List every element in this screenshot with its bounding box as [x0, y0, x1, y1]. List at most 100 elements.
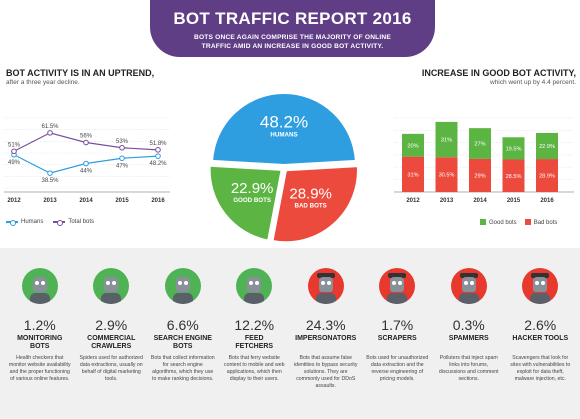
bot-type-description: Bots used for unauthorized data extracti… [366, 355, 429, 382]
pie-slice-good-bots [208, 164, 283, 242]
pie-chart: 48.2%HUMANS 28.9%BAD BOTS 22.9%GOOD BOTS [208, 92, 359, 244]
bar-good-bots [536, 132, 558, 160]
bot-percentage: 24.3% [305, 317, 346, 333]
bot-type-name-line-1: HACKER TOOLS [512, 335, 569, 342]
bar-bad-label: 29% [474, 173, 485, 179]
x-tick-label: 2016 [540, 198, 554, 204]
bot-type-card: 2.6% HACKER TOOLS Scavengers that look for… [505, 268, 577, 390]
x-tick-label: 2012 [406, 198, 420, 204]
search-engine-bot-icon [164, 268, 201, 304]
bot-type-name-line-1: SEARCH ENGINE [153, 335, 212, 342]
pie-value-label: 22.9% [231, 180, 274, 197]
data-label: 61.5% [41, 124, 59, 130]
bot-type-name: COMMERCIAL CRAWLERS [76, 335, 148, 351]
bot-type-card: 24.3% IMPERSONATORS Bots that assume false… [290, 268, 362, 390]
spammer-icon [450, 268, 487, 304]
data-label: 49% [8, 160, 21, 166]
bot-type-name-line-1: SCRAPERS [377, 335, 417, 342]
bar-bad-bots [402, 156, 424, 192]
bot-type-name-line-2: FETCHERS [235, 343, 274, 350]
x-tick-label: 2013 [43, 198, 57, 204]
bar-bad-bots [536, 159, 558, 192]
bot-type-description: Health checkers that monitor website ava… [8, 355, 71, 382]
pie-slice-bad-bots [271, 165, 359, 244]
subtitle-line-1: BOTS ONCE AGAIN COMPRISE THE MAJORITY OF… [194, 34, 391, 41]
bot-type-name: SEARCH ENGINE BOTS [147, 335, 219, 351]
data-label: 51% [8, 142, 21, 148]
commercial-crawler-icon [93, 268, 130, 304]
legend-humans-swatch [6, 220, 18, 226]
data-point [119, 144, 125, 151]
x-tick-label: 2015 [115, 198, 129, 204]
bot-percentage: 2.6% [524, 317, 557, 333]
data-point [11, 148, 17, 155]
bot-type-card: 12.2% FEED FETCHERS Bots that ferry website… [219, 268, 291, 390]
bar-good-label: 20% [407, 143, 418, 149]
bot-type-name: IMPERSONATORS [290, 335, 362, 351]
bot-type-name: MONITORING BOTS [4, 335, 76, 351]
bar-good-bots [469, 128, 491, 159]
bot-percentage: 1.7% [381, 317, 414, 333]
data-label: 38.5% [41, 178, 59, 184]
legend-total-bots-label: Total bots [68, 219, 95, 225]
bot-type-description: Bots that ferry website content to mobil… [223, 355, 285, 382]
bot-type-card: 2.9% COMMERCIAL CRAWLERS Spiders used for a… [76, 268, 148, 390]
bar-chart-title: INCREASE IN GOOD BOT ACTIVITY, [421, 68, 576, 78]
data-label: 56% [80, 134, 93, 140]
bar-bad-label: 30.5% [439, 173, 455, 179]
bot-percentage: 2.9% [95, 317, 128, 333]
data-point [119, 155, 125, 162]
pie-value-label: 28.9% [289, 185, 332, 202]
data-label: 48.2% [149, 161, 167, 167]
legend-humans: Humans [6, 219, 44, 226]
bot-types-row: 1.2% MONITORING BOTS Health checkers that m… [4, 268, 576, 390]
bot-type-name-line-1: COMMERCIAL [87, 335, 136, 342]
subtitle-line-2: TRAFFIC AMID AN INCREASE IN GOOD BOT ACT… [201, 43, 384, 50]
scraper-icon [379, 268, 416, 304]
data-point [155, 153, 161, 159]
page-subtitle: BOTS ONCE AGAIN COMPRISE THE MAJORITY OF… [150, 33, 435, 51]
bot-type-name-line-2: CRAWLERS [91, 343, 132, 350]
bar-chart-legend: Good bots Bad bots [480, 219, 557, 226]
bar-chart-subtitle: which went up by 4.4 percent. [490, 79, 576, 86]
data-label: 53% [116, 139, 129, 145]
data-point [83, 160, 89, 167]
pie-name-label: GOOD BOTS [233, 197, 271, 204]
bar-good-bots [502, 137, 525, 160]
data-point [47, 130, 53, 136]
bot-type-name-line-1: SPAMMERS [448, 335, 489, 342]
bot-type-name-line-1: MONITORING [17, 335, 63, 342]
data-point [83, 139, 89, 146]
pie-value-label: 48.2% [260, 113, 308, 132]
line-chart-legend: Humans Total bots [6, 219, 95, 226]
data-point [155, 147, 161, 153]
data-label: 47% [116, 163, 129, 169]
pie-slice-humans [211, 92, 357, 167]
x-tick-label: 2013 [440, 198, 454, 204]
x-tick-label: 2012 [7, 198, 21, 204]
legend-humans-label: Humans [21, 219, 44, 225]
bar-bad-label: 31% [407, 172, 418, 178]
x-tick-label: 2016 [151, 198, 165, 204]
bot-type-name: SCRAPERS [362, 335, 434, 351]
bot-type-card: 1.7% SCRAPERS Bots used for unauthorized d… [362, 268, 434, 390]
bar-bad-bots [469, 158, 491, 192]
bot-type-card: 0.3% SPAMMERS Polluters that inject spam l… [433, 268, 505, 390]
bar-good-label: 31% [441, 138, 452, 144]
impersonator-icon [307, 268, 344, 304]
bar-good-bots [402, 133, 424, 157]
bar-good-bots [435, 121, 458, 158]
bot-percentage: 6.6% [166, 317, 199, 333]
bot-type-description: Spiders used for authorized data extract… [79, 355, 143, 382]
x-tick-label: 2015 [507, 198, 521, 204]
x-tick-label: 2014 [473, 198, 487, 204]
bar-chart-heading: INCREASE IN GOOD BOT ACTIVITY, which wen… [393, 68, 576, 86]
feed-fetcher-icon [236, 268, 273, 304]
bot-type-description: Scavengers that look for sites with vuln… [510, 355, 571, 382]
bot-type-name-line-2: BOTS [30, 343, 50, 350]
bot-type-description: Polluters that inject spam links into fo… [438, 355, 499, 382]
bot-percentage: 1.2% [23, 317, 56, 333]
bar-bad-label: 28.9% [539, 174, 555, 180]
data-label: 51.8% [149, 141, 167, 147]
bar-good-label: 19.5% [506, 146, 522, 152]
